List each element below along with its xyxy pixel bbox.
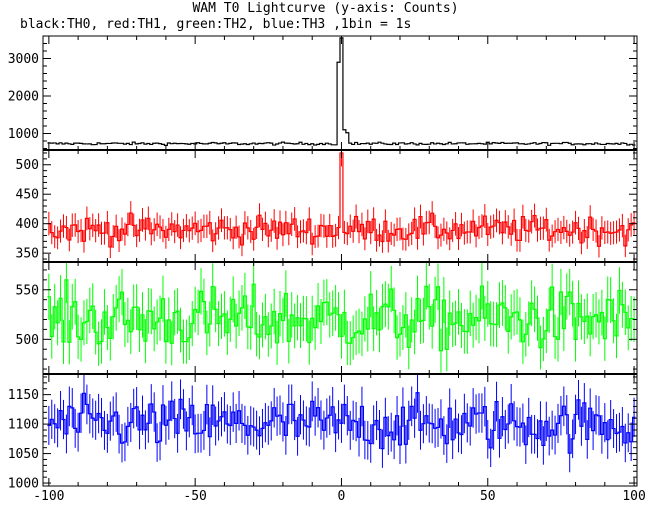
series-th2 xyxy=(47,262,636,373)
y-tick-label: 350 xyxy=(16,247,39,262)
panel-th0: 1000 2000 3000 xyxy=(8,35,638,151)
y-tick-label: 1050 xyxy=(8,447,39,462)
y-tick-label: 500 xyxy=(16,333,39,348)
series-line xyxy=(47,279,636,352)
x-tick-label: 0 xyxy=(338,489,346,504)
panel-th1: 350 400 450 500 xyxy=(16,149,638,263)
x-tick-label: 50 xyxy=(480,489,496,504)
x-tick-label: -50 xyxy=(183,489,206,504)
x-tick-label: -100 xyxy=(33,489,64,504)
y-tick-label: 450 xyxy=(16,188,39,203)
y-tick-label: 1100 xyxy=(8,418,39,433)
series-line xyxy=(47,392,636,454)
y-tick-label: 2000 xyxy=(8,90,39,105)
panel-th3: 1000 1050 1100 1150 xyxy=(8,373,638,492)
y-tick-label: 3000 xyxy=(8,52,39,67)
y-tick-label: 550 xyxy=(16,283,39,298)
panel-th2: 500 550 xyxy=(16,261,638,375)
y-tick-label: 1150 xyxy=(8,388,39,403)
chart-title: WAM T0 Lightcurve (y-axis: Counts) xyxy=(192,1,459,16)
series-line xyxy=(47,152,636,248)
series-th3 xyxy=(47,374,636,473)
series-line xyxy=(47,37,636,146)
y-tick-label: 1000 xyxy=(8,127,39,142)
y-tick-label: 1000 xyxy=(8,477,39,492)
chart-subtitle: black:TH0, red:TH1, green:TH2, blue:TH3 … xyxy=(20,17,412,32)
x-tick-label: 100 xyxy=(622,489,645,504)
y-tick-label: 500 xyxy=(16,158,39,173)
y-tick-label: 400 xyxy=(16,217,39,232)
series-th0 xyxy=(47,37,636,146)
